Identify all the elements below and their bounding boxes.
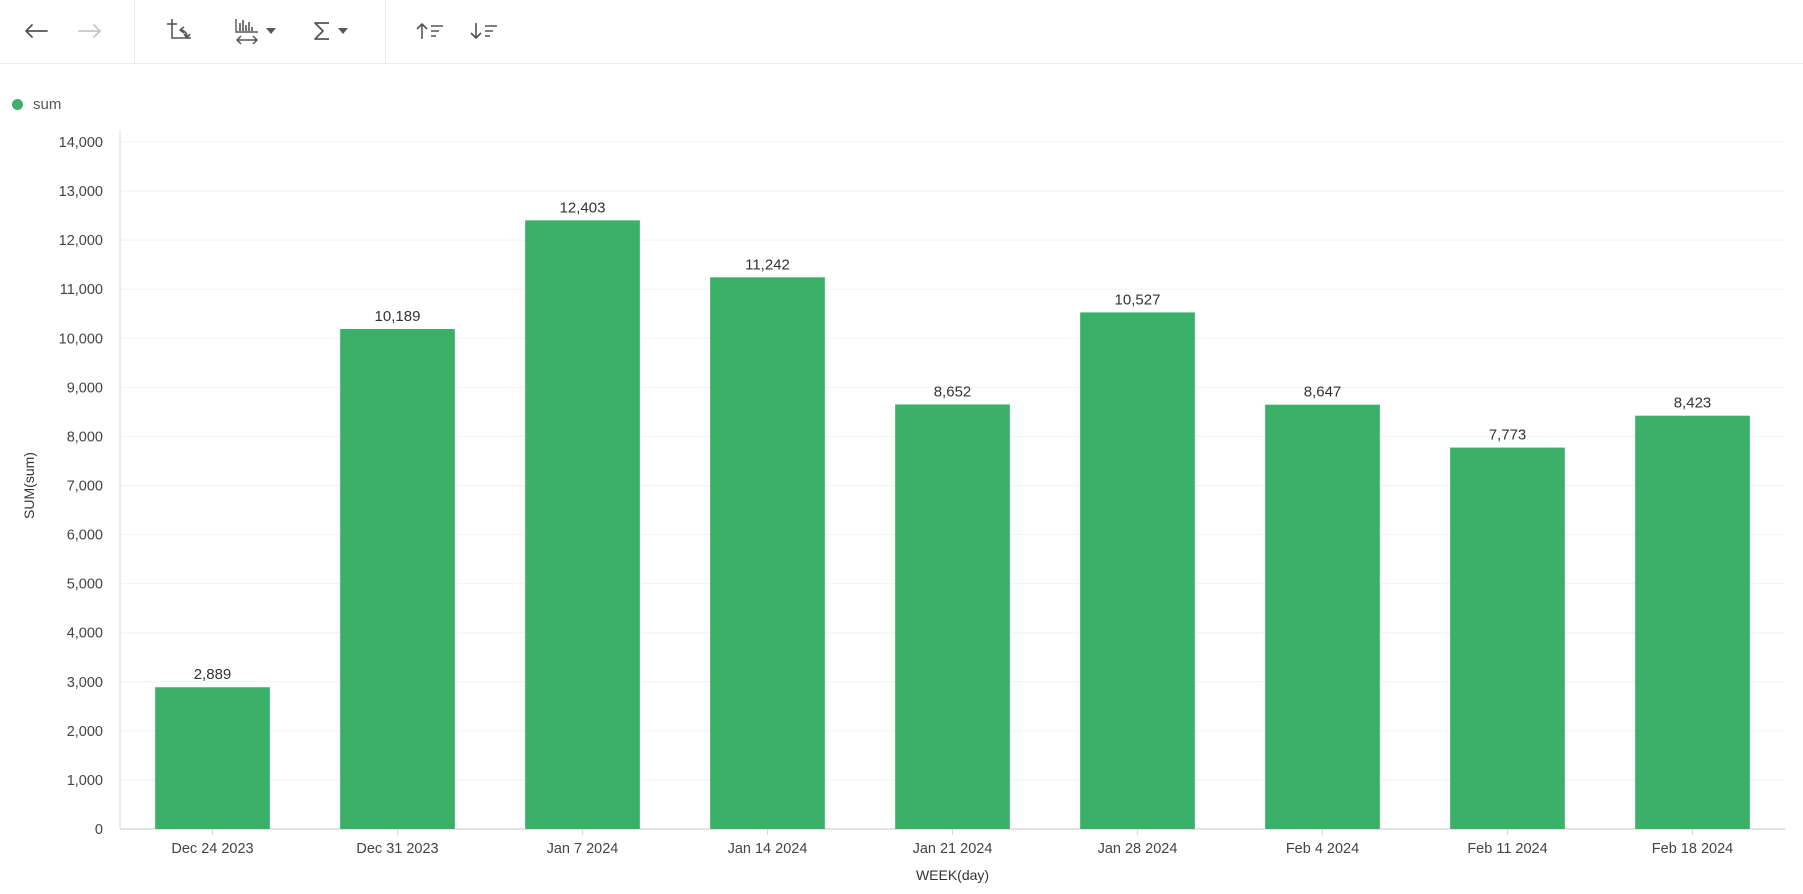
bar <box>710 277 825 829</box>
data-label: 12,403 <box>560 199 606 216</box>
y-axis-title: SUM(sum) <box>21 452 37 519</box>
bar <box>155 687 270 829</box>
bar <box>1450 447 1565 829</box>
data-label: 10,527 <box>1115 291 1161 308</box>
x-tick-label: Jan 14 2024 <box>728 841 808 857</box>
data-label: 2,889 <box>194 666 232 683</box>
bar <box>340 329 455 829</box>
chart-width-button[interactable] <box>226 12 282 50</box>
y-tick-label: 12,000 <box>59 233 103 249</box>
arrow-right-icon <box>78 24 101 38</box>
y-tick-label: 9,000 <box>67 380 103 396</box>
bar <box>1080 312 1195 830</box>
y-tick-label: 3,000 <box>67 675 103 691</box>
data-label: 7,773 <box>1489 427 1527 444</box>
x-tick-label: Feb 11 2024 <box>1467 841 1547 857</box>
y-tick-label: 4,000 <box>67 626 103 642</box>
chevron-down-icon <box>338 28 348 34</box>
data-label: 11,242 <box>745 256 790 273</box>
y-tick-label: 5,000 <box>67 577 103 593</box>
chart-legend[interactable]: sum <box>12 96 61 113</box>
y-tick-label: 8,000 <box>67 429 103 445</box>
arrow-left-icon <box>25 24 48 38</box>
y-tick-label: 2,000 <box>67 724 103 740</box>
x-tick-label: Dec 31 2023 <box>356 841 438 857</box>
legend-label: sum <box>33 96 62 113</box>
chevron-down-icon <box>266 28 276 34</box>
data-label: 10,189 <box>375 308 421 325</box>
y-tick-label: 1,000 <box>67 773 103 789</box>
sigma-icon <box>314 22 329 40</box>
y-tick-label: 11,000 <box>60 282 103 298</box>
toolbar <box>0 0 1803 64</box>
bar <box>525 220 640 829</box>
y-tick-label: 13,000 <box>59 184 103 200</box>
bar <box>895 404 1010 829</box>
toolbar-divider <box>134 0 135 64</box>
back-button[interactable] <box>18 12 54 50</box>
swap-axes-button[interactable] <box>160 12 198 50</box>
y-tick-label: 6,000 <box>67 528 103 544</box>
sort-ascending-button[interactable] <box>412 12 448 50</box>
toolbar-divider <box>385 0 386 64</box>
data-label: 8,423 <box>1674 395 1712 412</box>
x-tick-label: Feb 4 2024 <box>1286 841 1359 857</box>
y-tick-label: 14,000 <box>59 135 103 151</box>
bar <box>1635 415 1750 829</box>
bar <box>1265 404 1380 829</box>
data-label: 8,652 <box>934 383 972 400</box>
y-tick-label: 7,000 <box>67 479 103 495</box>
sort-descending-button[interactable] <box>466 12 502 50</box>
x-tick-label: Jan 28 2024 <box>1098 841 1178 857</box>
y-tick-label: 10,000 <box>59 331 103 347</box>
y-tick-label: 0 <box>95 822 103 838</box>
x-tick-label: Dec 24 2023 <box>171 841 253 857</box>
forward-button[interactable] <box>72 12 108 50</box>
x-tick-label: Jan 21 2024 <box>913 841 993 857</box>
sort-ascending-icon <box>416 23 443 39</box>
x-axis-title: WEEK(day) <box>916 867 989 883</box>
data-label: 8,647 <box>1304 384 1342 401</box>
chart-width-icon <box>235 19 258 45</box>
swap-axes-icon <box>167 19 191 39</box>
legend-marker <box>12 99 23 110</box>
x-tick-label: Jan 7 2024 <box>547 841 619 857</box>
sort-descending-icon <box>470 23 497 39</box>
x-tick-label: Feb 18 2024 <box>1652 841 1733 857</box>
aggregate-button[interactable] <box>304 12 354 50</box>
